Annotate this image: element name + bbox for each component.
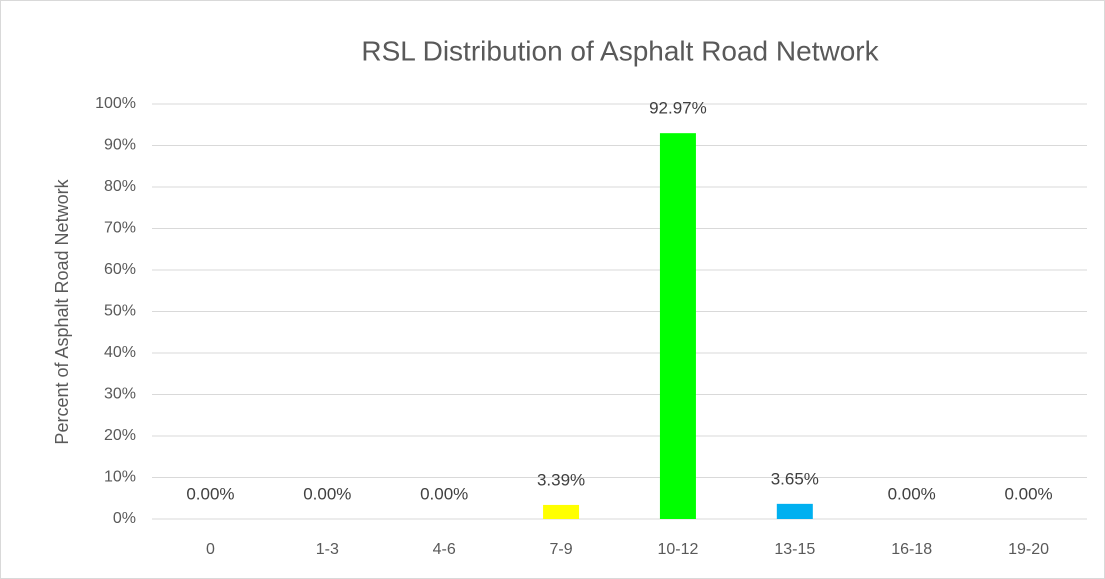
- y-tick-label: 20%: [104, 427, 136, 444]
- x-tick-label: 4-6: [433, 541, 456, 558]
- data-label: 0.00%: [888, 484, 936, 503]
- data-label: 0.00%: [1004, 484, 1052, 503]
- y-tick-label: 80%: [104, 178, 136, 195]
- x-tick-label: 13-15: [774, 541, 815, 558]
- y-tick-label: 60%: [104, 261, 136, 278]
- x-tick-label: 10-12: [657, 541, 698, 558]
- bar: [776, 503, 813, 519]
- bar: [659, 133, 696, 519]
- x-tick-label: 7-9: [550, 541, 573, 558]
- x-tick-label: 16-18: [891, 541, 932, 558]
- data-label: 3.39%: [537, 470, 585, 489]
- y-axis-label: Percent of Asphalt Road Network: [52, 178, 72, 444]
- y-tick-label: 30%: [104, 386, 136, 403]
- y-tick-label: 100%: [95, 95, 136, 112]
- data-label: 3.65%: [771, 469, 819, 488]
- chart-title: RSL Distribution of Asphalt Road Network: [361, 35, 879, 66]
- x-tick-label: 1-3: [316, 541, 339, 558]
- y-tick-label: 40%: [104, 344, 136, 361]
- y-tick-label: 70%: [104, 220, 136, 237]
- y-tick-label: 50%: [104, 303, 136, 320]
- bar: [543, 504, 580, 519]
- y-tick-label: 90%: [104, 137, 136, 154]
- x-tick-label: 0: [206, 541, 215, 558]
- y-tick-label: 10%: [104, 469, 136, 486]
- data-label: 0.00%: [420, 484, 468, 503]
- data-label: 0.00%: [303, 484, 351, 503]
- x-tick-label: 19-20: [1008, 541, 1049, 558]
- data-label: 92.97%: [649, 99, 707, 118]
- data-label: 0.00%: [186, 484, 234, 503]
- y-tick-label: 0%: [113, 510, 136, 527]
